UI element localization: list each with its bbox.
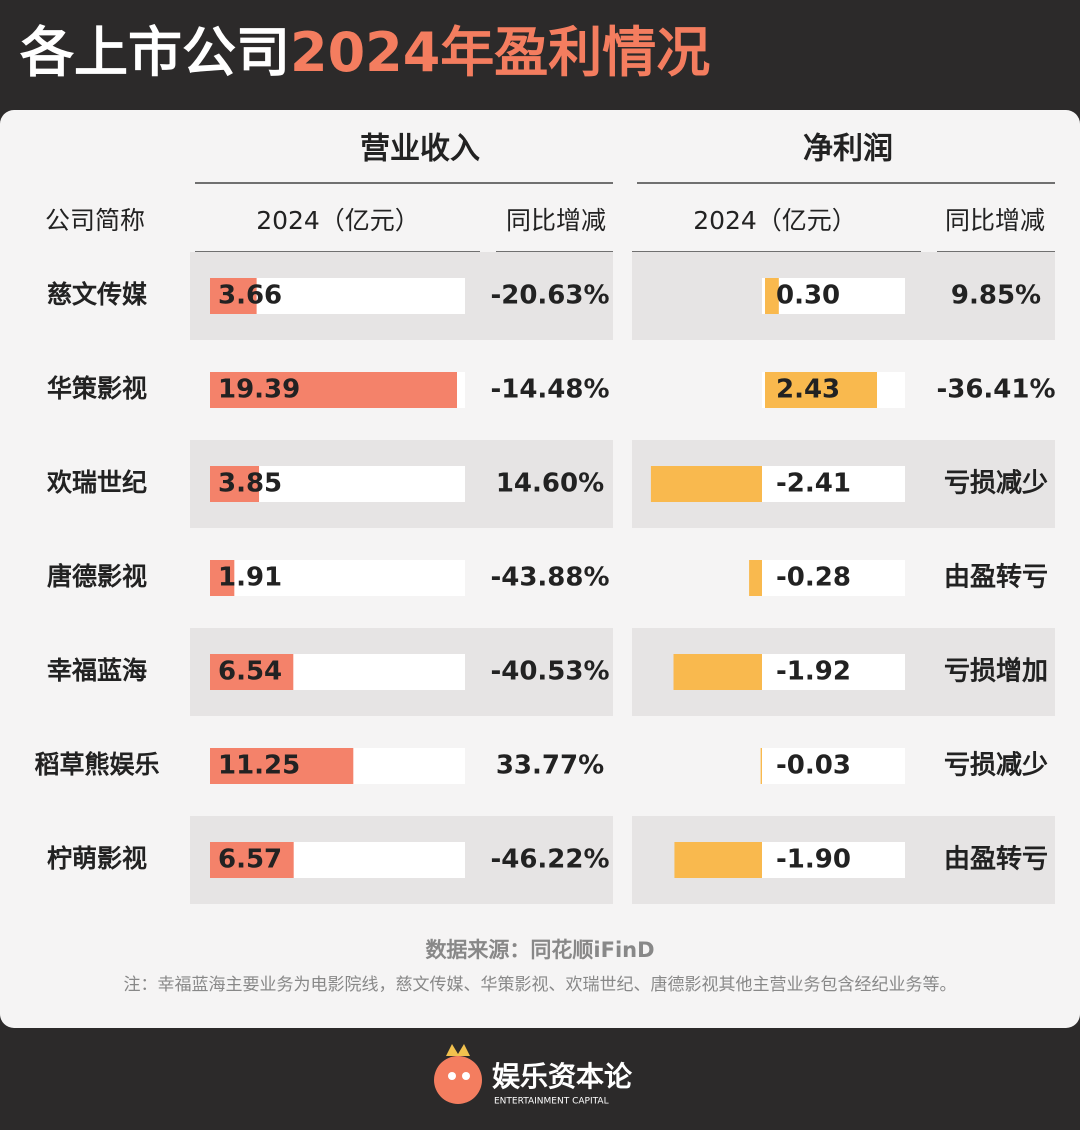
company: 慈文传媒 [47, 280, 148, 309]
group-header: 净利润 [803, 132, 893, 167]
revenue-bar [210, 654, 294, 690]
brand-name: 娱乐资本论 [492, 1060, 633, 1093]
profit-bar [765, 372, 877, 408]
profit-change: 亏损增加 [944, 656, 1048, 687]
profit-bar [673, 654, 762, 690]
column-header: 公司简称 [45, 206, 145, 235]
revenue-value: 19.39 [218, 375, 300, 405]
bar-track [762, 842, 905, 878]
profit-value: -0.03 [776, 751, 851, 781]
column-header: 2024（亿元） [256, 206, 420, 235]
revenue-bar [210, 466, 260, 502]
revenue-value: 1.91 [218, 563, 282, 593]
revenue-bar [210, 842, 294, 878]
profit-change: 亏损减少 [944, 751, 1048, 781]
revenue-change: 33.77% [496, 751, 604, 781]
profit-change: -36.41% [936, 375, 1055, 405]
company: 幸福蓝海 [47, 656, 147, 685]
group-header: 营业收入 [360, 132, 480, 167]
revenue-value: 11.25 [218, 751, 300, 781]
revenue-change: -40.53% [490, 657, 609, 687]
profit-change: 9.85% [951, 281, 1041, 311]
revenue-bar [210, 560, 235, 596]
revenue-change: -14.48% [490, 375, 609, 405]
profit-change: 由盈转亏 [944, 563, 1048, 593]
column-header: 同比增减 [506, 206, 606, 235]
source: 数据来源：同花顺iFinD [425, 938, 654, 962]
profit-bar [760, 748, 762, 784]
revenue-change: -46.22% [490, 845, 609, 875]
brand-sub: ENTERTAINMENT CAPITAL [494, 1097, 609, 1107]
bar-track [762, 654, 905, 690]
bar-track [762, 466, 905, 502]
title: 各上市公司2024年盈利情况 [20, 21, 710, 84]
profit-value: -2.41 [776, 469, 851, 499]
bar-track [762, 560, 905, 596]
profit-bar [674, 842, 762, 878]
company: 稻草熊娱乐 [34, 750, 159, 779]
logo [434, 1044, 482, 1104]
revenue-value: 6.57 [218, 845, 282, 875]
revenue-value: 3.66 [218, 281, 282, 311]
title-accent: 2024年盈利情况 [290, 21, 710, 84]
bar-track [210, 560, 465, 596]
profit-bar [650, 466, 762, 502]
profit-bar [749, 560, 762, 596]
revenue-value: 6.54 [218, 657, 282, 687]
profit-bar [765, 278, 779, 314]
revenue-change: -43.88% [490, 563, 609, 593]
company: 华策影视 [47, 374, 147, 403]
note: 注：幸福蓝海主要业务为电影院线，慈文传媒、华策影视、欢瑞世纪、唐德影视其他主营业… [124, 974, 957, 995]
title-lead: 各上市公司 [20, 21, 290, 84]
revenue-change: -20.63% [490, 281, 609, 311]
column-header: 同比增减 [945, 206, 1045, 235]
revenue-bar [210, 278, 257, 314]
profit-change: 由盈转亏 [944, 845, 1048, 875]
revenue-value: 3.85 [218, 469, 282, 499]
profit-value: -0.28 [776, 563, 851, 593]
revenue-bar [210, 748, 354, 784]
rows: 慈文传媒 3.66 -20.63% 0.30 9.85% 华策影视 19.39 -14.48%… [34, 252, 1056, 904]
revenue-bar [210, 372, 457, 408]
bar-track [762, 278, 905, 314]
profit-value: 0.30 [776, 281, 840, 311]
profit-change: 亏损减少 [944, 469, 1048, 499]
company: 欢瑞世纪 [46, 468, 147, 497]
profit-value: -1.92 [776, 657, 851, 687]
profit-value: -1.90 [776, 845, 851, 875]
bar-track [762, 748, 905, 784]
profit-value: 2.43 [776, 375, 840, 405]
company: 柠萌影视 [47, 844, 147, 873]
company: 唐德影视 [47, 562, 147, 591]
column-header: 2024（亿元） [693, 206, 857, 235]
revenue-change: 14.60% [496, 469, 604, 499]
